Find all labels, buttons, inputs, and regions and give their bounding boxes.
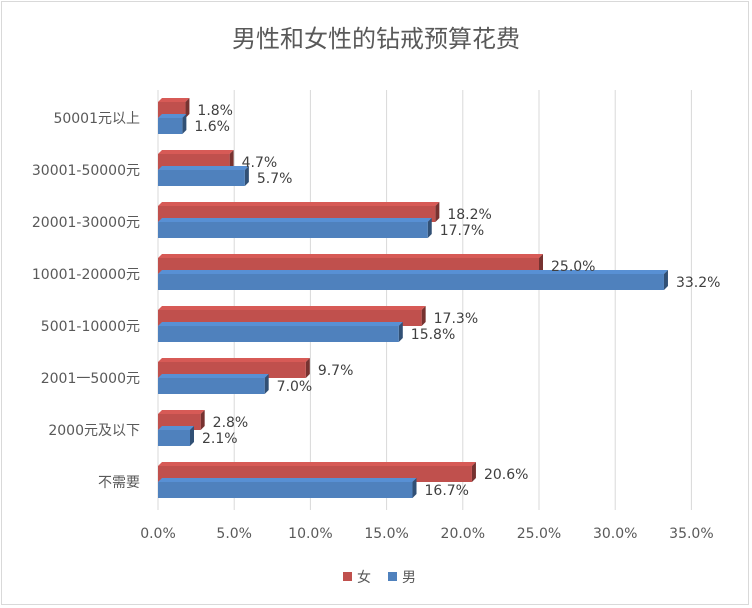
bar-male-5 — [158, 374, 269, 394]
data-label-male-0: 1.6% — [194, 119, 230, 135]
category-label-5: 2001一5000元 — [41, 371, 140, 387]
bar-male-6 — [158, 426, 195, 446]
data-labels: 1.8%1.6% 4.7%5.7% 18.2%17.7% 25.0% 33.2% 17.3… — [194, 103, 720, 499]
data-label-female-5: 9.7% — [318, 363, 354, 379]
bar-male-7 — [158, 478, 417, 498]
chart-title: 男性和女性的钻戒预算花费 — [232, 25, 520, 53]
legend-swatch — [343, 572, 352, 581]
legend: 女男 — [343, 569, 416, 586]
legend-label: 女 — [357, 569, 371, 586]
gridlines — [157, 90, 692, 510]
x-tick-labels: 0.0% 5.0% 10.0% 15.0% 20.0% 25.0% 30.0% 35.0% — [140, 526, 713, 542]
bar-male-3 — [158, 270, 668, 290]
category-label-2: 20001-30000元 — [32, 215, 140, 231]
data-label-female-2: 18.2% — [447, 207, 491, 223]
legend-item-female: 女 — [343, 569, 371, 586]
bar-male-0 — [158, 114, 187, 134]
legend-swatch — [388, 572, 397, 581]
x-tick-label-5: 25.0% — [517, 526, 561, 542]
data-label-female-3: 25.0% — [551, 259, 595, 275]
x-tick-label-1: 5.0% — [216, 526, 252, 542]
x-tick-label-6: 30.0% — [593, 526, 637, 542]
data-label-female-1: 4.7% — [242, 155, 278, 171]
x-tick-label-7: 35.0% — [669, 526, 713, 542]
data-label-female-7: 20.6% — [484, 467, 528, 483]
data-label-male-1: 5.7% — [257, 171, 293, 187]
data-label-female-6: 2.8% — [213, 415, 249, 431]
bar-male-2 — [158, 218, 432, 238]
data-label-male-7: 16.7% — [425, 483, 469, 499]
category-labels: 50001元以上 30001-50000元 20001-30000元 10001-20… — [32, 111, 140, 491]
legend-label: 男 — [402, 570, 416, 586]
category-label-1: 30001-50000元 — [32, 163, 140, 179]
data-label-male-5: 7.0% — [277, 379, 313, 395]
category-label-3: 10001-20000元 — [32, 267, 140, 283]
category-label-0: 50001元以上 — [53, 111, 140, 127]
data-label-male-2: 17.7% — [440, 223, 484, 239]
data-label-female-4: 17.3% — [434, 311, 478, 327]
bars — [158, 98, 668, 498]
category-label-7: 不需要 — [98, 475, 140, 491]
bar-male-4 — [158, 322, 403, 342]
category-label-4: 5001-10000元 — [41, 319, 140, 335]
category-label-6: 2000元及以下 — [48, 423, 140, 439]
data-label-male-3: 33.2% — [676, 275, 720, 291]
legend-item-male: 男 — [388, 570, 416, 586]
data-label-male-4: 15.8% — [411, 327, 455, 343]
x-tick-label-2: 10.0% — [288, 526, 332, 542]
data-label-male-6: 2.1% — [202, 431, 238, 447]
bar-male-1 — [158, 166, 249, 186]
x-tick-label-4: 20.0% — [441, 526, 485, 542]
x-tick-label-3: 15.0% — [364, 526, 408, 542]
x-tick-label-0: 0.0% — [140, 526, 176, 542]
data-label-female-0: 1.8% — [197, 103, 233, 119]
